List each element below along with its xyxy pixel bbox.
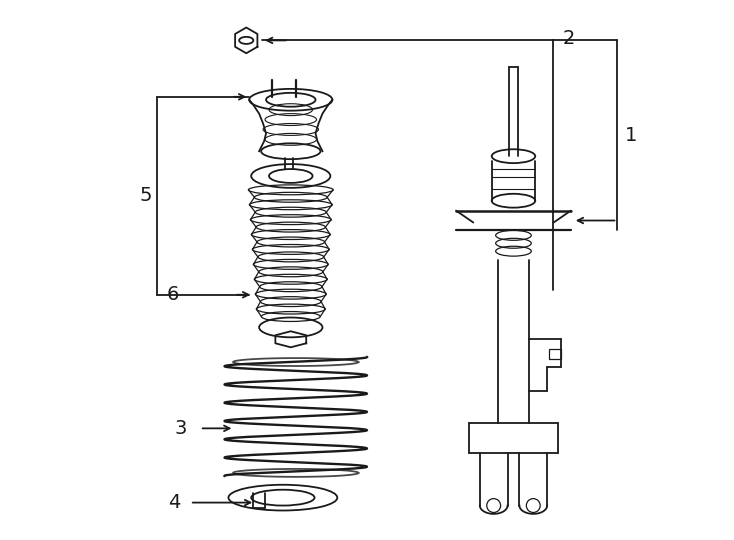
Bar [549, 349, 561, 359]
Text: 2: 2 [563, 29, 575, 48]
Text: 6: 6 [167, 285, 179, 304]
Text: 4: 4 [167, 493, 180, 512]
Text: 3: 3 [175, 419, 187, 438]
Text: 1: 1 [625, 126, 638, 145]
Text: 5: 5 [139, 186, 152, 205]
